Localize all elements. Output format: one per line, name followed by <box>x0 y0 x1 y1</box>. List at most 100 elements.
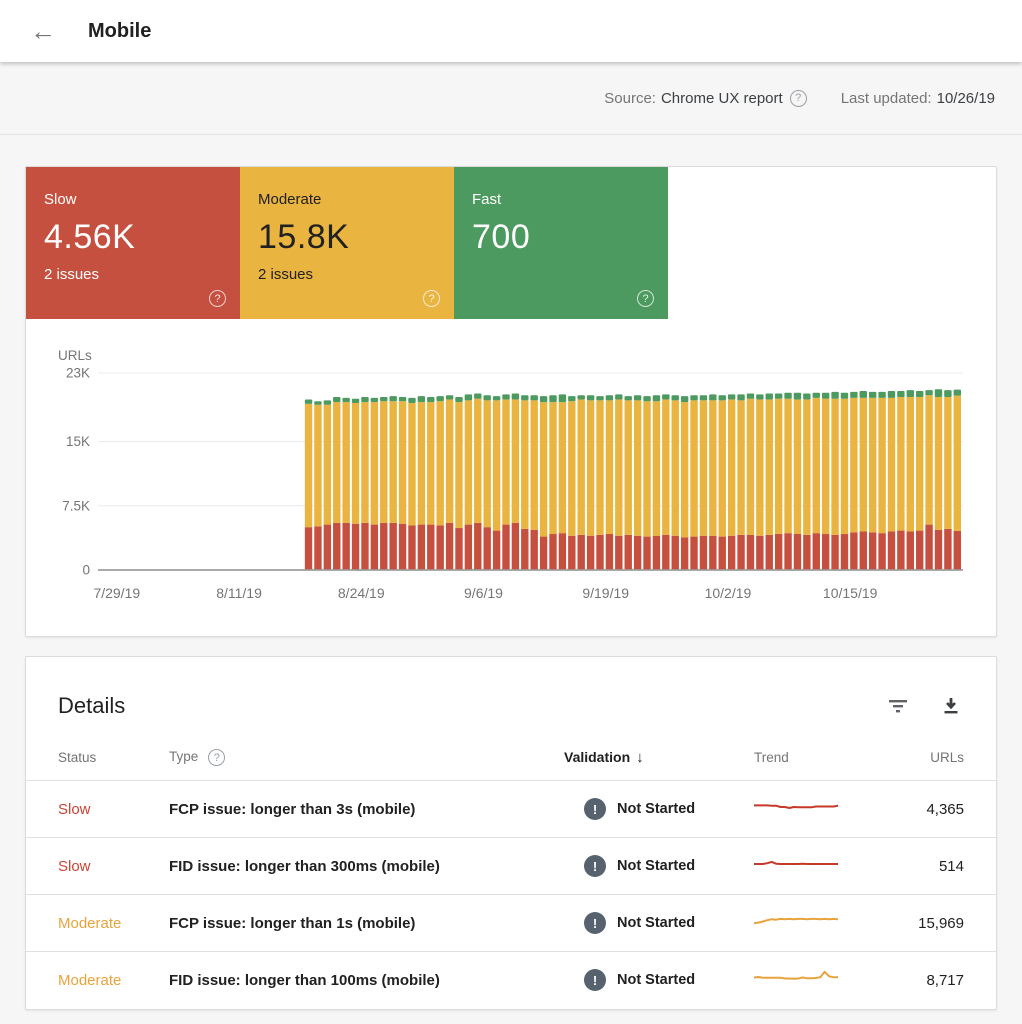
bar-segment-fast <box>605 395 614 401</box>
bar-segment-fast <box>370 397 379 403</box>
chart-y-tick-label: 0 <box>82 563 90 578</box>
bar-segment-moderate <box>831 398 839 535</box>
bar-segment-slow <box>596 534 604 570</box>
bar-segment-moderate <box>793 399 802 535</box>
not-started-icon: ! <box>584 969 606 992</box>
bar-segment-slow <box>568 535 576 570</box>
table-row[interactable]: Slow FID issue: longer than 300ms (mobile… <box>26 837 996 895</box>
bar-segment-fast <box>699 395 708 401</box>
bar-segment-fast <box>464 394 473 401</box>
table-row[interactable]: Slow FCP issue: longer than 3s (mobile)! N… <box>26 780 996 838</box>
bar-segment-slow <box>699 535 708 570</box>
bar-segment-fast <box>746 393 755 399</box>
download-icon[interactable] <box>938 693 964 719</box>
bar-segment-slow <box>765 534 773 570</box>
bar-segment-slow <box>417 524 426 570</box>
bar-segment-moderate <box>408 402 416 526</box>
bar-segment-moderate <box>370 402 379 525</box>
back-arrow-icon[interactable]: ← <box>30 16 56 46</box>
trend-sparkline <box>753 971 839 981</box>
bar-segment-slow <box>605 534 614 570</box>
bar-segment-fast <box>549 395 557 403</box>
bar-segment-fast <box>727 394 736 400</box>
bar-segment-moderate <box>756 399 764 536</box>
bar-segment-slow <box>342 522 350 570</box>
last-updated-label: Last updated: <box>840 89 932 107</box>
column-header-urls[interactable]: URLs <box>930 750 964 765</box>
bar-segment-moderate <box>718 400 726 537</box>
table-row[interactable]: Moderate FID issue: longer than 100ms (mo… <box>26 951 996 1009</box>
not-started-icon: ! <box>584 912 606 934</box>
column-header-trend[interactable]: Trend <box>754 750 789 765</box>
column-header-type[interactable]: Type? <box>169 729 564 781</box>
stacked-bar-chart: URLs 23K 15K 7.5K 07/29/19 8/11/19 8/24/19 9/6/… <box>58 348 963 601</box>
bar-segment-slow <box>633 535 642 570</box>
table-header-row: Status Type? Validation ↓ Trend URLs <box>26 729 996 781</box>
bar-segment-fast <box>765 393 773 400</box>
bar-segment-moderate <box>549 402 557 535</box>
bar-segment-moderate <box>586 400 595 536</box>
page-title: Mobile <box>88 19 152 42</box>
bar-segment-slow <box>474 522 482 570</box>
bar-segment-slow <box>455 528 463 570</box>
bar-segment-slow <box>398 523 407 570</box>
bar-segment-slow <box>746 534 755 570</box>
column-header-status[interactable]: Status <box>58 750 97 765</box>
column-header-validation-label: Validation <box>564 749 631 765</box>
bar-segment-moderate <box>323 404 332 525</box>
bar-segment-slow <box>934 529 943 570</box>
bar-segment-fast <box>521 395 529 401</box>
bar-segment-moderate <box>765 399 773 535</box>
bar-segment-moderate <box>342 402 350 523</box>
bar-segment-moderate <box>483 400 491 528</box>
bar-segment-fast <box>502 394 510 400</box>
bar-segment-moderate <box>812 397 820 534</box>
bar-segment-fast <box>474 393 482 399</box>
cell-urls: 15,969 <box>884 894 996 952</box>
bar-segment-moderate <box>530 400 538 530</box>
bar-segment-slow <box>840 534 849 570</box>
bar-segment-fast <box>897 390 905 397</box>
bar-segment-moderate <box>492 400 501 531</box>
cell-urls: 8,717 <box>884 951 996 1009</box>
table-row[interactable]: Moderate FCP issue: longer than 1s (mobil… <box>26 894 996 952</box>
bar-segment-fast <box>652 395 661 402</box>
stat-card-issues: 2 issues <box>258 266 314 283</box>
bar-segment-slow <box>314 526 322 570</box>
stat-card-help-icon[interactable]: ? <box>209 290 226 307</box>
validation-status-text: Not Started <box>617 915 696 931</box>
bar-segment-moderate <box>398 401 407 524</box>
bar-segment-moderate <box>953 395 961 531</box>
bar-segment-slow <box>718 536 726 570</box>
cell-type: FCP issue: longer than 3s (mobile) <box>169 780 564 838</box>
trend-sparkline <box>753 917 839 925</box>
stat-card-help-icon[interactable]: ? <box>423 290 440 307</box>
type-help-icon[interactable]: ? <box>208 749 226 766</box>
source-help-icon[interactable]: ? <box>789 89 807 107</box>
chart-x-tick-label: 9/19/19 <box>582 585 629 601</box>
stat-card-slow: Slow 4.56K 2 issues? <box>26 167 240 319</box>
cell-status: Moderate <box>26 951 169 1009</box>
bar-segment-moderate <box>464 400 473 525</box>
bar-segment-moderate <box>314 404 322 527</box>
bar-segment-fast <box>737 394 745 401</box>
bar-segment-slow <box>812 533 820 570</box>
sort-desc-icon: ↓ <box>636 749 644 766</box>
bar-segment-fast <box>868 391 877 398</box>
filter-icon[interactable] <box>884 694 912 718</box>
bar-segment-moderate <box>577 399 585 535</box>
column-header-type-label: Type <box>169 749 199 765</box>
bar-segment-moderate <box>474 398 482 523</box>
chart-y-tick-label: 15K <box>66 434 90 449</box>
bar-segment-fast <box>643 396 651 402</box>
bar-segment-fast <box>840 392 849 399</box>
bar-segment-slow <box>539 536 548 570</box>
bar-segment-moderate <box>511 399 520 523</box>
bar-segment-fast <box>878 391 886 398</box>
stat-card-help-icon[interactable]: ? <box>637 290 654 307</box>
bar-segment-fast <box>380 396 388 402</box>
cell-status: Slow <box>26 780 169 838</box>
bar-segment-slow <box>662 534 670 570</box>
bar-segment-moderate <box>680 402 689 538</box>
column-header-validation[interactable]: Validation ↓ <box>564 729 754 781</box>
